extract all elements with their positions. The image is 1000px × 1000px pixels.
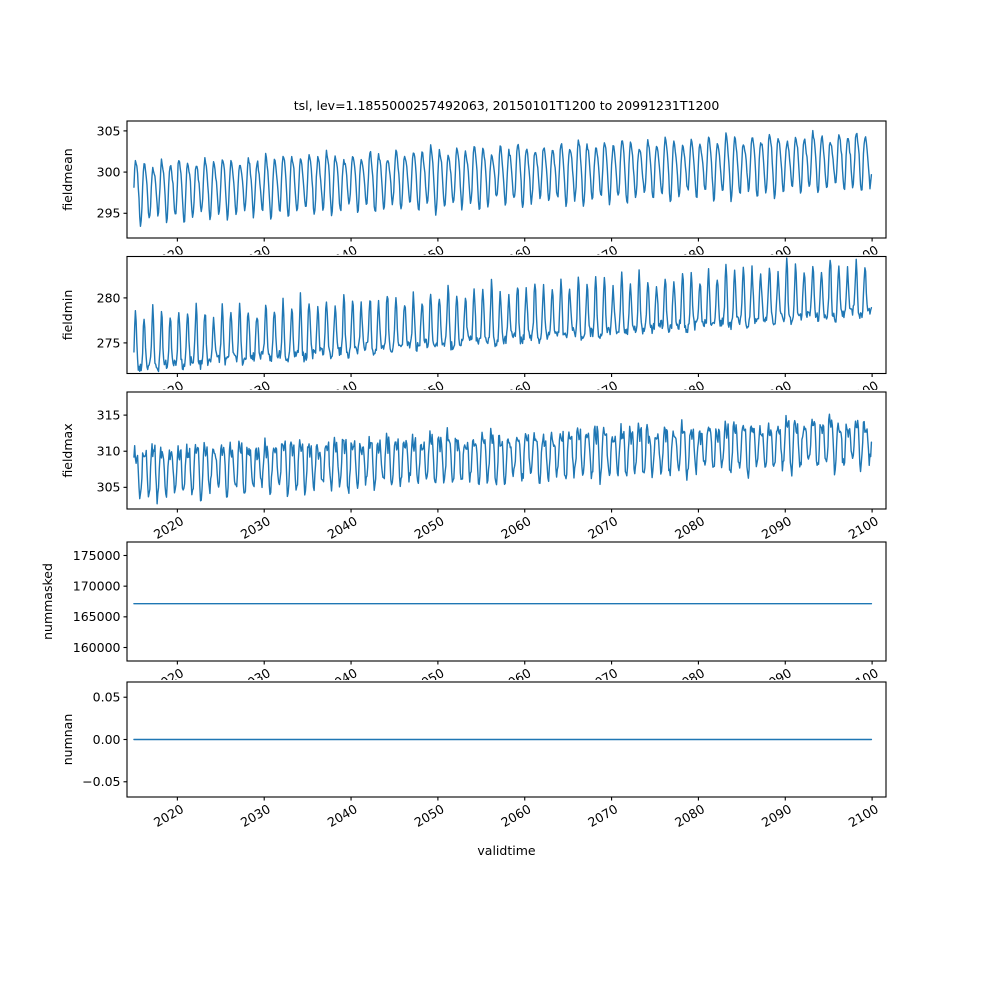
- data-line-fieldmax: [133, 413, 873, 505]
- ytick-label: 160000: [73, 640, 121, 655]
- ytick-label: 280: [97, 290, 121, 305]
- ytick-label: 295: [97, 206, 121, 221]
- ytick-label: 165000: [73, 609, 121, 624]
- xtick-label: 2060: [498, 801, 533, 830]
- ytick-label: 170000: [73, 579, 121, 594]
- panel-spine-nummasked: [126, 541, 887, 662]
- xtick-label: 2020: [151, 513, 186, 542]
- ytick-label: −0.05: [82, 774, 120, 789]
- y-axis-label-fieldmean: fieldmean: [60, 148, 75, 210]
- x-axis-label: validtime: [477, 843, 535, 858]
- panel-background-nummasked: [0, 540, 1000, 663]
- y-axis-label-numnan: numnan: [60, 714, 75, 766]
- ytick-label: 300: [97, 164, 121, 179]
- xtick-label: 2080: [672, 801, 707, 830]
- data-line-fieldmean: [133, 129, 873, 228]
- ytick-label: 305: [97, 123, 121, 138]
- xtick-label: 2090: [759, 513, 794, 542]
- ytick-label: 175000: [73, 548, 121, 563]
- ytick-label: 0.05: [93, 690, 121, 705]
- ytick-label: 275: [97, 335, 121, 350]
- panel-spine-fieldmean: [126, 120, 887, 239]
- data-line-fieldmin: [133, 257, 873, 373]
- xtick-label: 2030: [238, 513, 273, 542]
- y-axis-label-fieldmax: fieldmax: [60, 423, 75, 477]
- xtick-label: 2030: [238, 801, 273, 830]
- panel-background-fieldmax: [0, 390, 1000, 511]
- panel-background-fieldmean: [0, 119, 1000, 240]
- xtick-label: 2100: [846, 513, 881, 542]
- panel-spine-fieldmax: [126, 391, 887, 510]
- ytick-label: 305: [97, 480, 121, 495]
- xtick-label: 2060: [498, 513, 533, 542]
- xtick-label: 2020: [151, 801, 186, 830]
- panel-fieldmean: 295300305fieldmean2020203020402050206020…: [0, 119, 1000, 271]
- xtick-label: 2040: [325, 513, 360, 542]
- xtick-label: 2070: [585, 513, 620, 542]
- xtick-label: 2040: [325, 801, 360, 830]
- xtick-label: 2070: [585, 801, 620, 830]
- xtick-label: 2050: [412, 513, 447, 542]
- ytick-label: 0.00: [93, 732, 121, 747]
- xtick-label: 2050: [412, 801, 447, 830]
- y-axis-label-fieldmin: fieldmin: [60, 290, 75, 341]
- xtick-label: 2080: [672, 513, 707, 542]
- xtick-label: 2100: [846, 801, 881, 830]
- y-axis-label-nummasked: nummasked: [40, 563, 55, 640]
- chart-title: tsl, lev=1.1855000257492063, 20150101T12…: [294, 98, 720, 113]
- ytick-label: 310: [97, 444, 121, 459]
- panel-fieldmin: 275280fieldmin20202030204020502060207020…: [0, 254, 1000, 407]
- ytick-label: 315: [97, 408, 121, 423]
- xtick-label: 2090: [759, 801, 794, 830]
- panel-fieldmax: 305 310 315 fieldmax 2020 2030 2040 2050 2060 207…: [0, 390, 1000, 542]
- panel-numnan: −0.05 0.00 0.05 numnan 2020 2030 2040 2050 2060 2…: [0, 680, 1000, 830]
- panel-spine-fieldmin: [126, 255, 887, 375]
